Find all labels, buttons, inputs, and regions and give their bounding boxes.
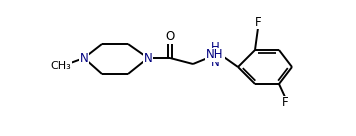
Text: NH: NH bbox=[206, 49, 224, 61]
Text: F: F bbox=[282, 97, 288, 109]
Text: N: N bbox=[80, 52, 88, 64]
Text: N: N bbox=[143, 52, 152, 64]
Text: O: O bbox=[166, 30, 175, 44]
Text: H
N: H N bbox=[211, 41, 219, 69]
Text: CH₃: CH₃ bbox=[51, 61, 71, 71]
Text: F: F bbox=[255, 16, 261, 29]
